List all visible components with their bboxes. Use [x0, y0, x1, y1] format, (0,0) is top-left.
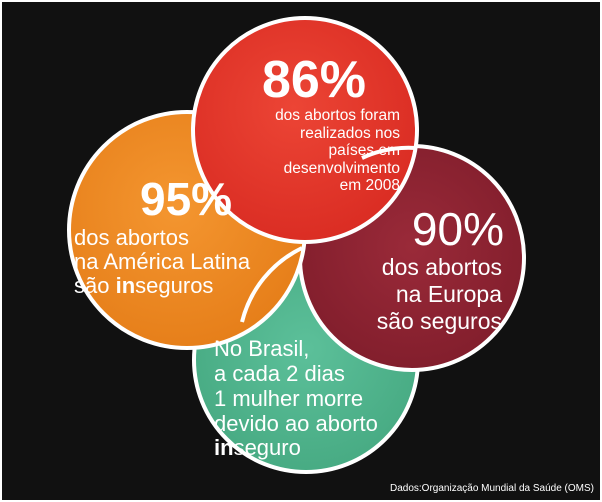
value-right: 90% [411, 203, 504, 255]
text-top-line-5: em 2008 [339, 177, 400, 194]
text-top-line-4: desenvolvimento [283, 159, 400, 177]
label-left-orange: 95% dos abortos na América Latina são in… [74, 176, 274, 299]
text-top-line-2: realizados nos [300, 124, 400, 142]
text-right-line-1: dos abortos [381, 254, 502, 280]
interlock-maroon-over-red [361, 145, 417, 160]
text-bottom-line-5-bold: in [214, 435, 234, 461]
text-left-line-3-prefix: são [74, 273, 116, 299]
text-bottom-line-1: No Brasil, [214, 336, 310, 361]
label-top-red: 86% dos abortos foram realizados nos paí… [228, 54, 418, 195]
text-bottom-line-5-suffix: seguro [233, 435, 301, 461]
text-bottom-line-2: a cada 2 dias [214, 360, 345, 386]
text-right-line-3: são seguros [376, 307, 502, 334]
source-note: Dados:Organização Mundial da Saúde (OMS) [390, 483, 594, 494]
text-left: dos abortos na América Latina são insegu… [74, 225, 274, 299]
text-top-line-3: países em [328, 142, 400, 159]
text-left-line-3: são inseguros [74, 274, 274, 298]
text-top-line-1: dos abortos foram [275, 107, 400, 124]
label-right-maroon: 90% dos abortos na Europa são seguros [352, 203, 504, 335]
text-top: dos abortos foram realizados nos países … [228, 107, 418, 195]
text-bottom-line-3: 1 mulher morre [214, 385, 364, 411]
value-left: 95% [140, 173, 233, 225]
text-left-line-3-bold: in [115, 273, 136, 299]
text-right-line-2: na Europa [395, 280, 502, 307]
value-top: 86% [261, 51, 367, 109]
text-bottom: No Brasil, a cada 2 dias 1 mulher morre … [214, 336, 414, 461]
text-right: dos abortos na Europa são seguros [352, 254, 502, 335]
text-bottom-line-5: inseguro [214, 436, 414, 461]
circle-top-red [191, 16, 419, 244]
text-bottom-line-4: devido ao aborto [214, 410, 378, 436]
interlock-green-over-orange [240, 246, 303, 323]
label-bottom-green: No Brasil, a cada 2 dias 1 mulher morre … [214, 336, 414, 461]
text-left-line-3-suffix: seguros [135, 273, 214, 299]
text-left-line-1: dos abortos [74, 225, 189, 250]
text-left-line-2: na América Latina [74, 249, 251, 275]
